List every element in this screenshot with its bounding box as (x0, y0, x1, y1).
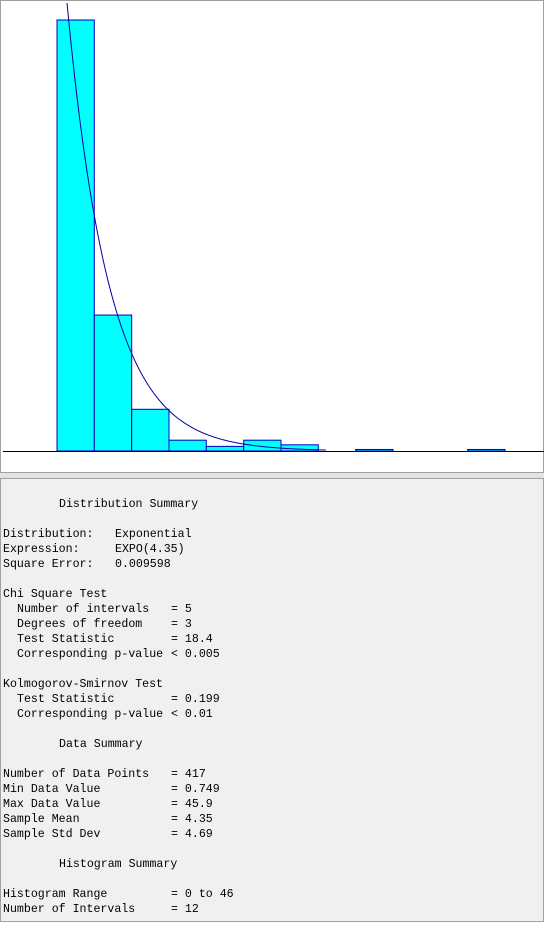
row-label: Sample Std Dev (3, 828, 100, 841)
bar (205, 445, 245, 452)
row-value: Exponential (115, 528, 192, 541)
row-label: Histogram Range (3, 888, 107, 901)
row-label: Max Data Value (3, 798, 100, 811)
section-heading: Data Summary (59, 738, 143, 751)
row-value: 0.009598 (115, 558, 171, 571)
row-value: = 0.749 (171, 783, 220, 796)
bar (131, 408, 170, 452)
row-label: Degrees of freedom (17, 618, 142, 631)
row-label: Number of intervals (17, 603, 149, 616)
row-label: Number of Data Points (3, 768, 149, 781)
bar (56, 19, 95, 452)
row-value: = 4.69 (171, 828, 213, 841)
row-value: = 18.4 (171, 633, 213, 646)
row-label: Corresponding p-value (17, 648, 163, 661)
row-value: < 0.005 (171, 648, 220, 661)
row-value: = 0 to 46 (171, 888, 234, 901)
row-value: = 4.35 (171, 813, 213, 826)
row-label: Square Error: (3, 558, 93, 571)
bar (93, 314, 133, 452)
row-value: = 12 (171, 903, 199, 916)
fit-curve (66, 3, 327, 451)
row-value: = 417 (171, 768, 206, 781)
bar (168, 439, 207, 452)
bar (355, 448, 394, 452)
row-value: = 3 (171, 618, 192, 631)
bar (467, 448, 506, 452)
row-value: = 45.9 (171, 798, 213, 811)
row-label: Min Data Value (3, 783, 100, 796)
bar (243, 439, 282, 452)
summary-text: Distribution Summary Distribution: Exponen… (3, 498, 234, 916)
row-label: Test Statistic (17, 633, 114, 646)
row-label: Distribution: (3, 528, 93, 541)
subsection-title: Chi Square Test (3, 588, 107, 601)
section-heading: Histogram Summary (59, 858, 177, 871)
row-label: Sample Mean (3, 813, 80, 826)
summary-panel (0, 478, 544, 922)
subsection-title: Kolmogorov-Smirnov Test (3, 678, 163, 691)
section-heading: Distribution Summary (59, 498, 198, 511)
row-label: Expression: (3, 543, 80, 556)
row-label: Number of Intervals (3, 903, 135, 916)
plot (56, 3, 506, 452)
row-value: = 0.199 (171, 693, 220, 706)
row-label: Corresponding p-value (17, 708, 163, 721)
row-value: EXPO(4.35) (115, 543, 185, 556)
row-value: < 0.01 (171, 708, 213, 721)
row-value: = 5 (171, 603, 192, 616)
row-label: Test Statistic (17, 693, 114, 706)
splitter (0, 473, 544, 478)
